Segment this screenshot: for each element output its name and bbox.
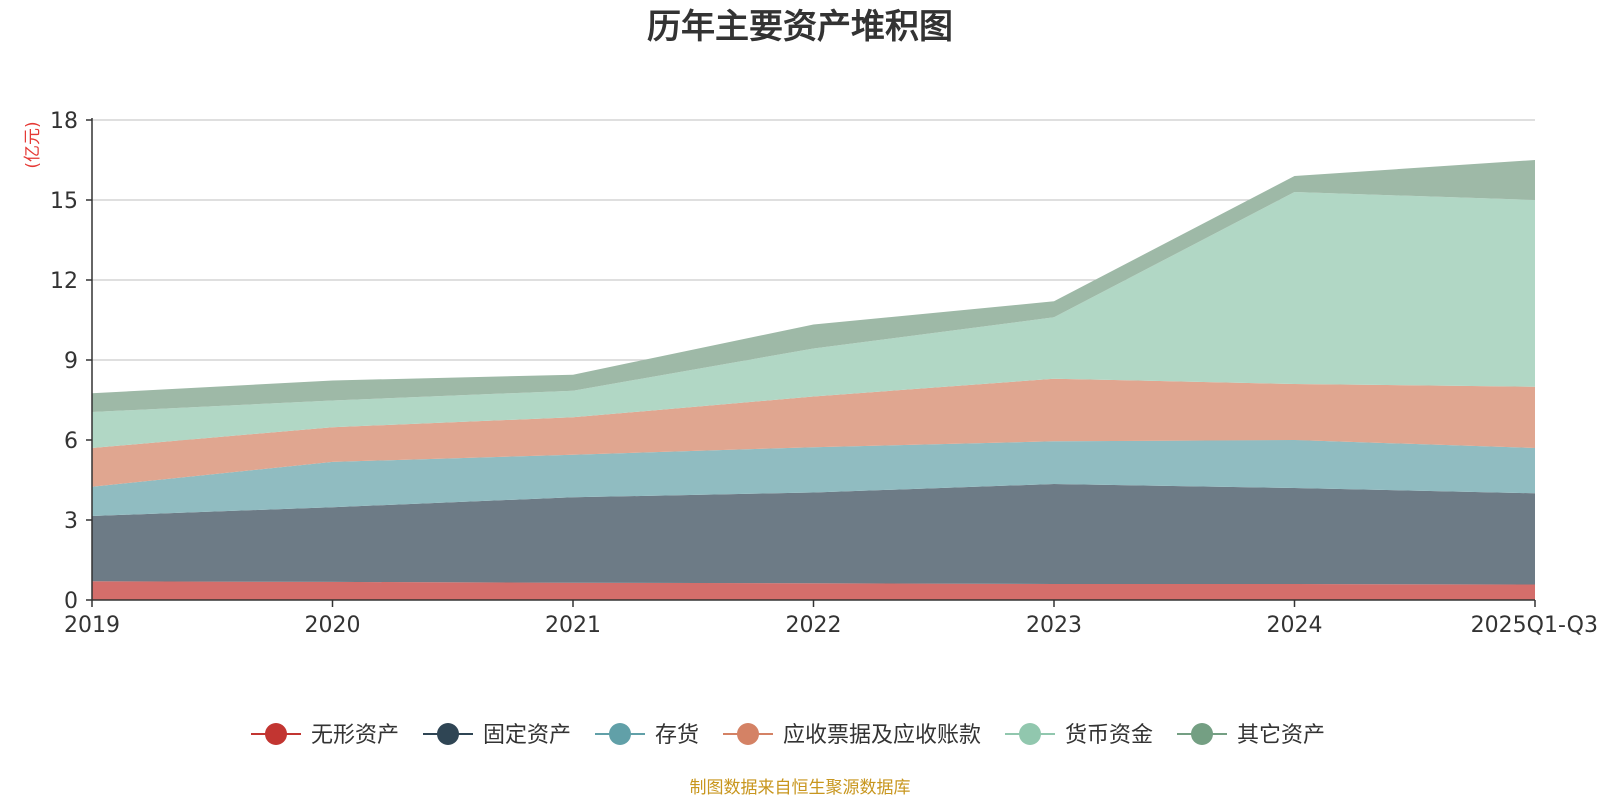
legend-label: 货币资金 (1065, 723, 1153, 748)
x-tick-label: 2021 (545, 613, 601, 638)
chart-title: 历年主要资产堆积图 (647, 7, 953, 47)
legend-marker (1019, 723, 1041, 745)
area-series-layer (92, 160, 1535, 600)
y-tick-label: 6 (64, 429, 78, 454)
legend-label: 存货 (655, 723, 699, 748)
legend-item-无形资产[interactable]: 无形资产 (251, 723, 399, 748)
legend-item-货币资金[interactable]: 货币资金 (1005, 723, 1153, 748)
area-series-其它资产[interactable] (92, 160, 1535, 412)
legend-label: 应收票据及应收账款 (783, 723, 981, 748)
legend-item-存货[interactable]: 存货 (595, 723, 699, 748)
legend-marker (437, 723, 459, 745)
y-tick-label: 0 (64, 589, 78, 614)
legend-item-应收票据及应收账款[interactable]: 应收票据及应收账款 (723, 723, 981, 748)
legend-label: 固定资产 (483, 723, 571, 748)
legend: 无形资产 固定资产 存货 应收票据及应收账款 货币资金 其它资产 (251, 723, 1325, 748)
source-note: 制图数据来自恒生聚源数据库 (690, 778, 911, 798)
axes: 0 3 6 9 12 15 18 2019 2020 2021 2022 2023 2024 2025Q1… (50, 109, 1598, 638)
area-series-货币资金[interactable] (92, 192, 1535, 448)
area-series-无形资产[interactable] (92, 581, 1535, 600)
legend-label: 无形资产 (311, 723, 399, 748)
x-tick-label: 2024 (1267, 613, 1323, 638)
y-tick-label: 12 (50, 269, 78, 294)
area-series-固定资产[interactable] (92, 484, 1535, 585)
x-tick-label: 2022 (786, 613, 842, 638)
legend-marker (1191, 723, 1213, 745)
y-tick-label: 15 (50, 189, 78, 214)
legend-label: 其它资产 (1237, 723, 1325, 748)
x-tick-label: 2023 (1026, 613, 1082, 638)
y-tick-label: 9 (64, 349, 78, 374)
x-tick-label: 2020 (305, 613, 361, 638)
y-axis-label: (亿元) (23, 121, 43, 168)
legend-item-固定资产[interactable]: 固定资产 (423, 723, 571, 748)
x-tick-label: 2025Q1-Q3 (1471, 613, 1598, 638)
area-series-存货[interactable] (92, 440, 1535, 516)
y-tick-label: 3 (64, 509, 78, 534)
legend-marker (265, 723, 287, 745)
y-tick-label: 18 (50, 109, 78, 134)
area-series-应收票据及应收账款[interactable] (92, 378, 1535, 487)
legend-item-其它资产[interactable]: 其它资产 (1177, 723, 1325, 748)
legend-marker (609, 723, 631, 745)
x-tick-label: 2019 (64, 613, 120, 638)
legend-marker (737, 723, 759, 745)
